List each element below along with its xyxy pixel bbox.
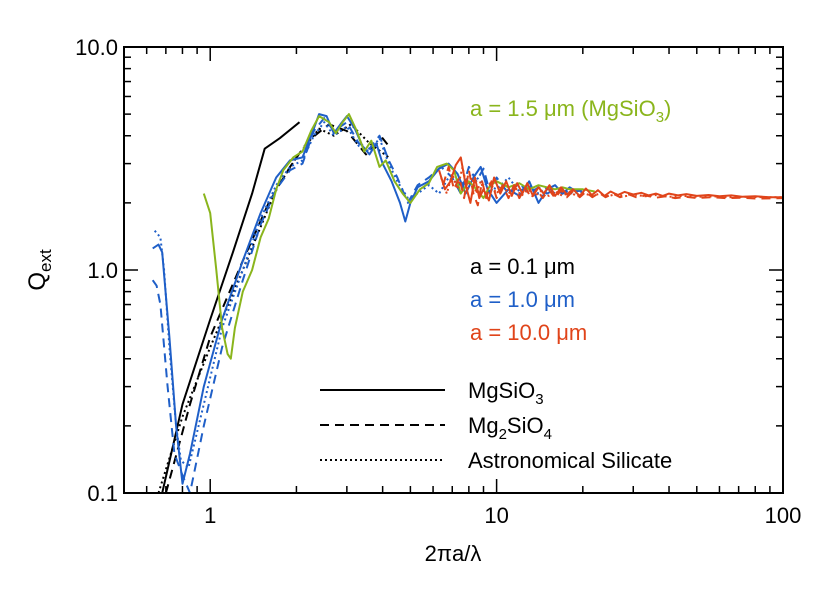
y-axis-label: Qext (24, 249, 55, 291)
x-axis-label: 2πa/λ (425, 541, 482, 566)
annotation-black: a = 0.1 μm (470, 254, 575, 279)
legend-label-dashed: Mg2SiO4 (468, 413, 552, 443)
legend-label-dotted: Astronomical Silicate (468, 448, 672, 473)
series-line-blue-dotted (153, 121, 583, 469)
annotation-blue: a = 1.0 μm (470, 287, 575, 312)
x-tick-label: 1 (204, 503, 216, 528)
annotation-green: a = 1.5 μm (MgSiO3) (470, 96, 671, 126)
series-line-black-solid (161, 121, 301, 493)
y-tick-label: 10.0 (75, 35, 118, 60)
y-tick-label: 1.0 (87, 258, 118, 283)
y-tick-label: 0.1 (87, 481, 118, 506)
series-line-red-dashed (442, 165, 783, 207)
plot-frame (123, 46, 784, 494)
series-layer (151, 113, 783, 493)
legend: MgSiO3 Mg2SiO4 Astronomical Silicate (320, 378, 672, 473)
x-tick-label: 100 (765, 503, 802, 528)
series-line-black-dashed (164, 123, 390, 493)
tick-labels: 1 10 100 0.1 1.0 10.0 (75, 35, 801, 528)
annotation-red: a = 10.0 μm (470, 320, 587, 345)
x-tick-label: 10 (484, 503, 508, 528)
legend-label-solid: MgSiO3 (468, 378, 544, 408)
ticks-layer (123, 46, 784, 494)
series-line-blue-dashed (151, 117, 583, 493)
